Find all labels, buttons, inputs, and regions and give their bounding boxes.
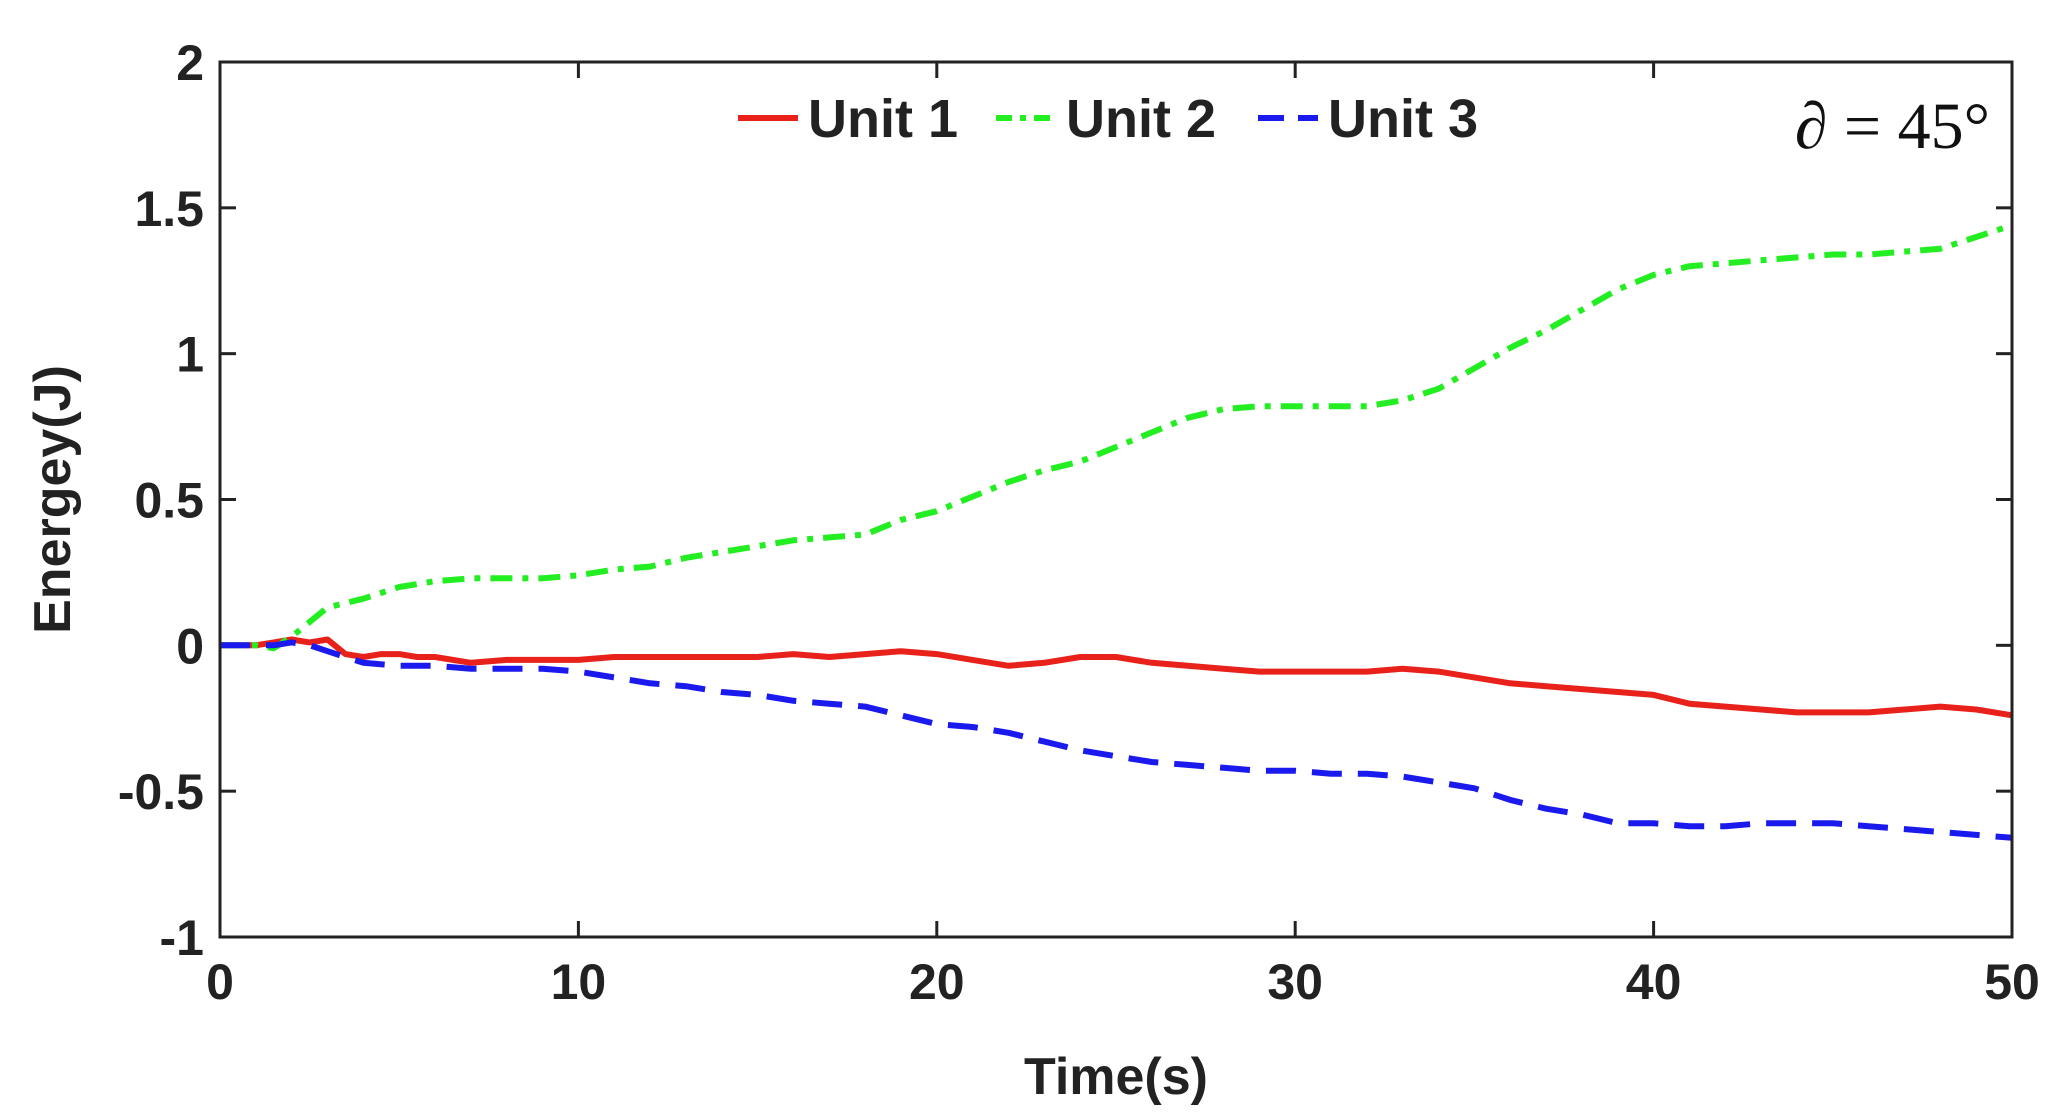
legend-label-unit-2: Unit 2 [1066, 89, 1216, 149]
y-tick-label: 0 [176, 618, 204, 674]
series-line-unit-2 [220, 222, 2013, 652]
series-line-unit-1 [220, 636, 2013, 719]
x-tick-label: 50 [1984, 954, 2040, 1010]
axis-ticks [218, 60, 2014, 939]
y-tick-label: 2 [176, 35, 204, 91]
axis-tick-labels: 0 10 20 30 40 50 -1 -0.5 0 0.5 1 1.5 2 [118, 35, 2040, 1010]
y-tick-label: 1 [176, 327, 204, 383]
y-tick-label: 1.5 [134, 181, 204, 237]
x-tick-label: 40 [1626, 954, 1682, 1010]
x-tick-label: 30 [1267, 954, 1323, 1010]
plot-series [220, 222, 2013, 841]
legend-label-unit-3: Unit 3 [1328, 89, 1478, 149]
x-tick-label: 0 [206, 954, 234, 1010]
legend: Unit 1 Unit 2 Unit 3 [738, 89, 1478, 149]
x-axis-label: Time(s) [1024, 1048, 1208, 1106]
plot-frame [218, 60, 2014, 939]
y-axis-label: Energey(J) [24, 365, 82, 634]
y-tick-label: -0.5 [118, 764, 204, 820]
series-line-unit-3 [220, 639, 2013, 841]
y-tick-label: 0.5 [134, 473, 204, 529]
x-tick-label: 20 [909, 954, 965, 1010]
angle-annotation: ∂ = 45° [1795, 90, 1990, 163]
x-tick-label: 10 [551, 954, 607, 1010]
legend-label-unit-1: Unit 1 [808, 89, 958, 149]
y-tick-label: -1 [160, 910, 204, 966]
